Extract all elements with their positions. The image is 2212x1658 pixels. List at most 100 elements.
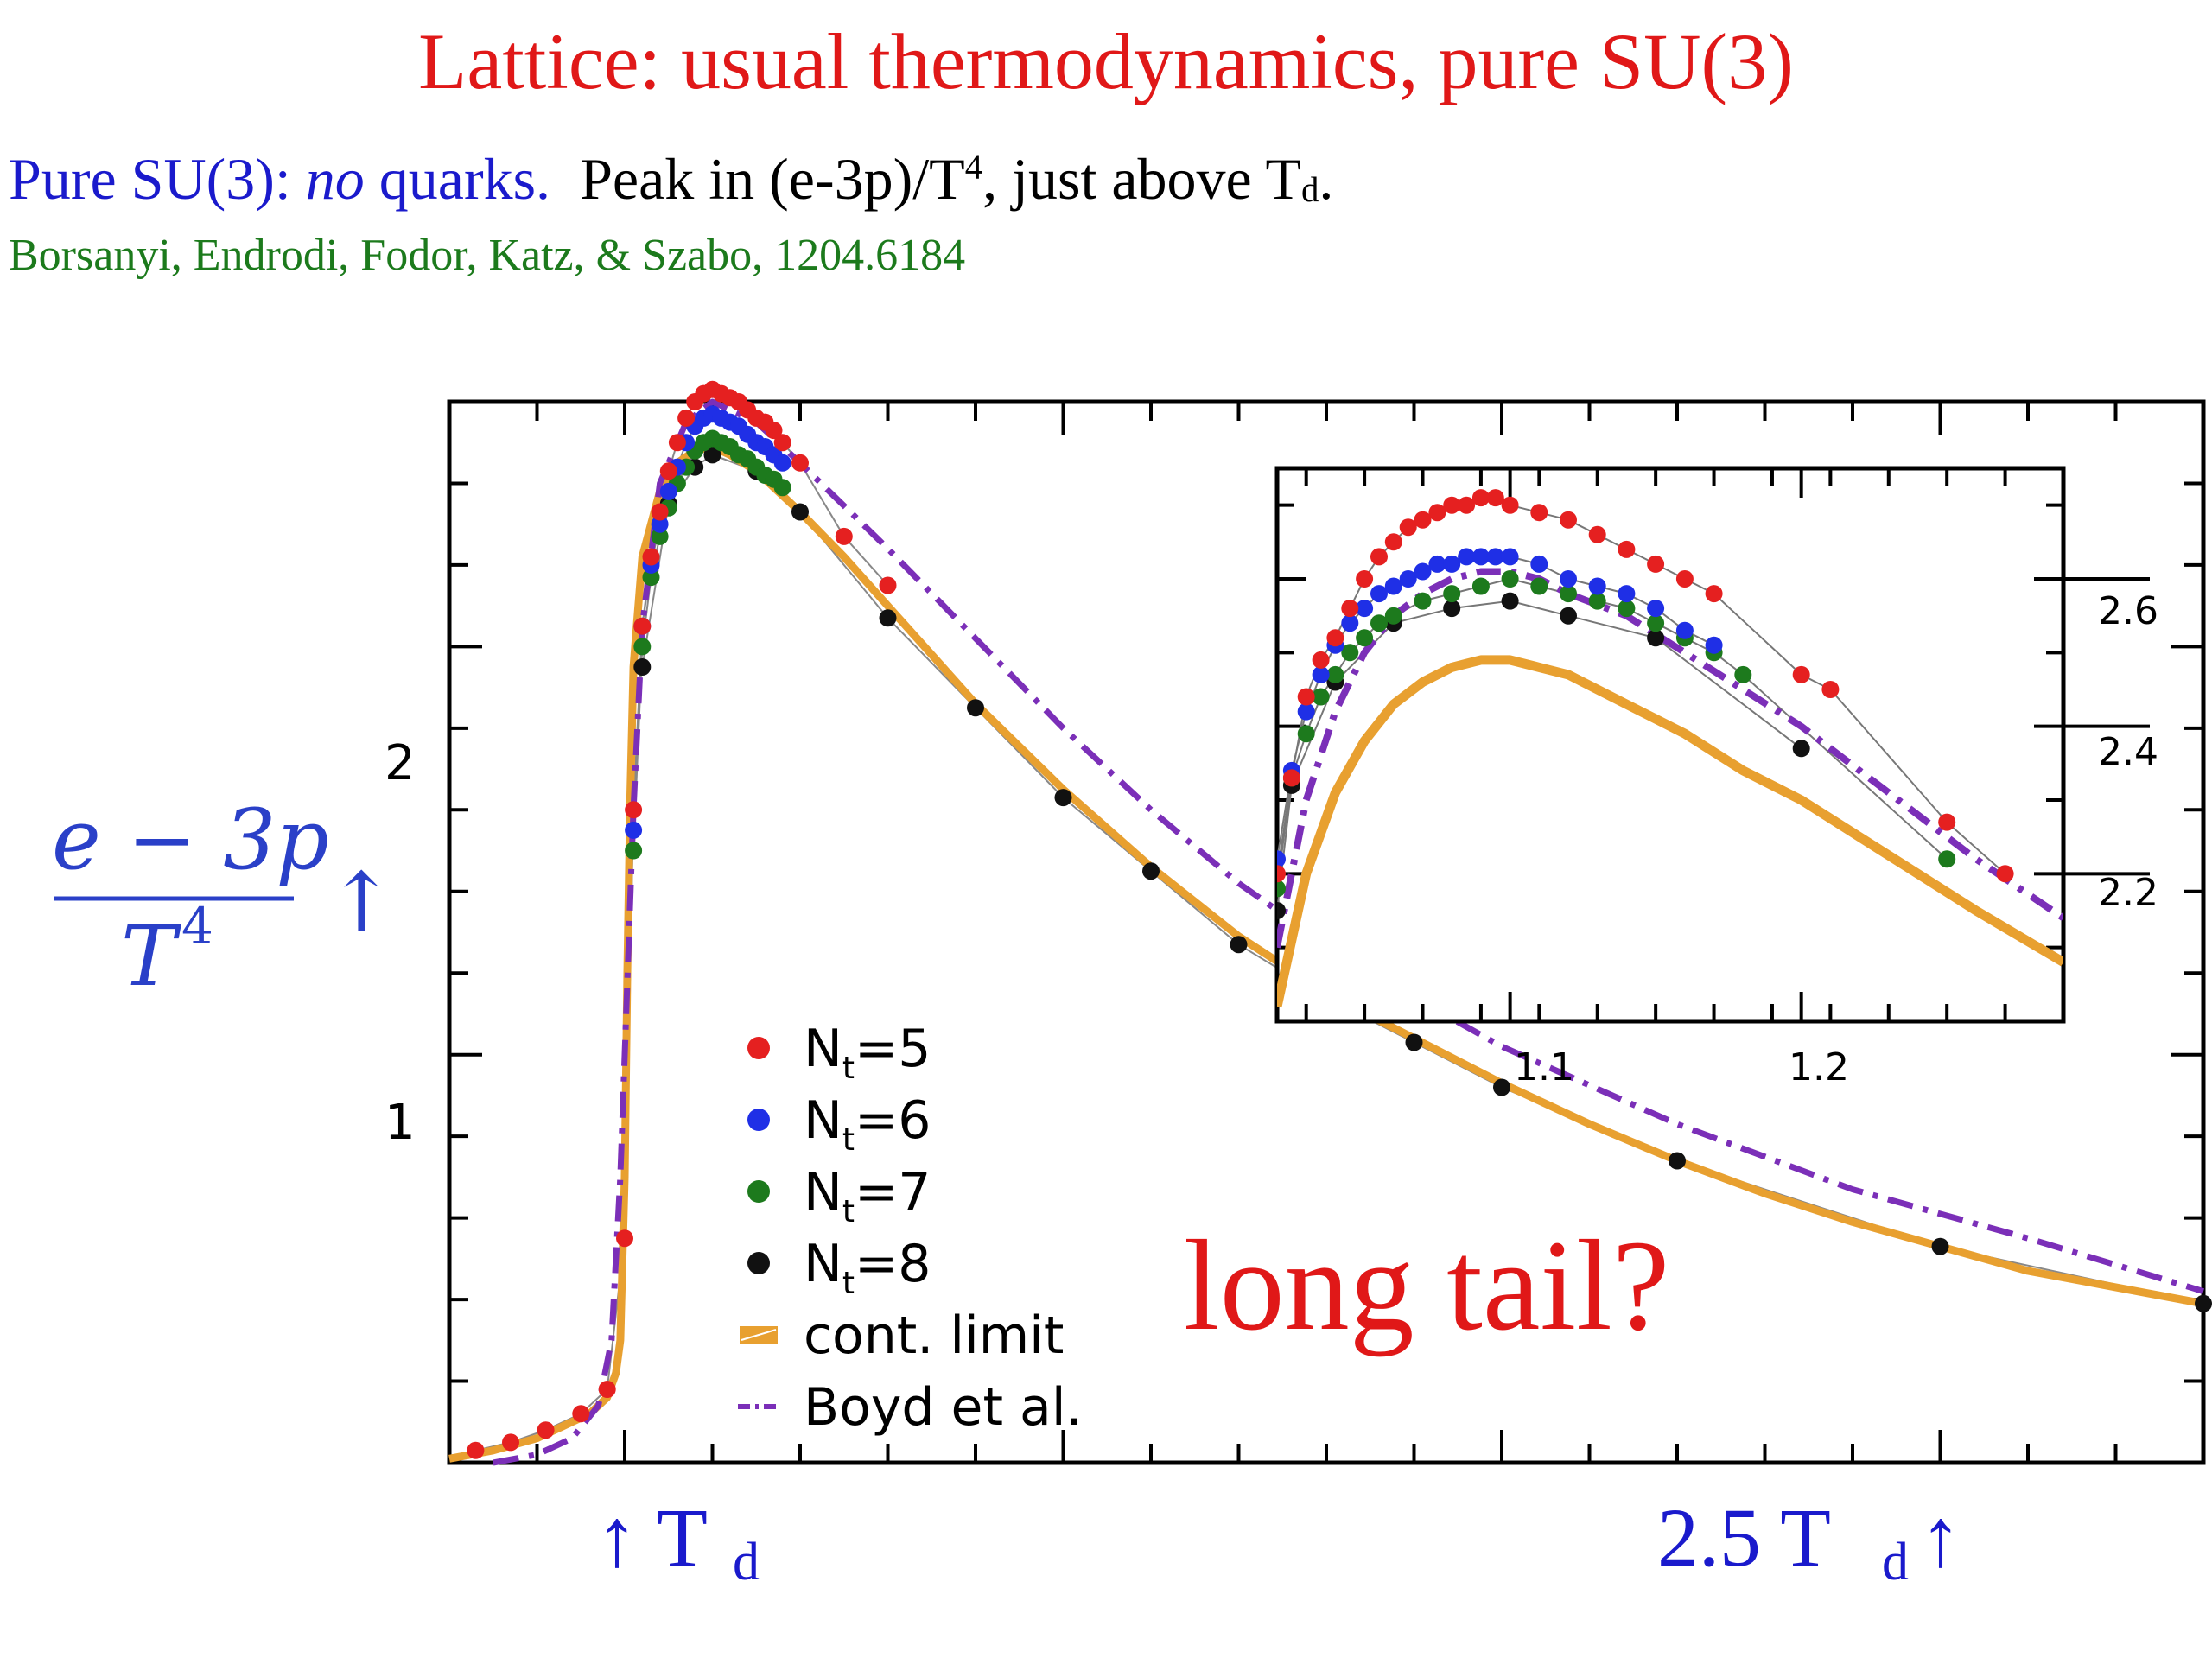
citation: Borsanyi, Endrodi, Fodor, Katz, & Szabo,…	[9, 231, 966, 280]
main-point-nt5	[668, 434, 686, 452]
inset-ytick-label-2.4: 2.4	[2098, 730, 2158, 774]
inset-point-nt8	[1277, 902, 1286, 919]
main-point-nt6	[773, 454, 791, 472]
inset-point-nt5	[1277, 865, 1286, 883]
inset-point-nt5	[1384, 533, 1402, 551]
inset-point-nt7	[1560, 585, 1577, 603]
main-point-nt5	[598, 1381, 616, 1398]
inset-point-nt8	[1560, 607, 1577, 625]
main-point-nt5	[879, 576, 897, 594]
main-point-nt8	[2195, 1294, 2212, 1312]
inset-point-nt5	[1428, 504, 1446, 522]
inset-point-nt7	[1734, 665, 1752, 683]
inset-ytick-label-2.2: 2.2	[2098, 871, 2158, 915]
subtitle-line: Pure SU(3): no quarks. Peak in (e-3p)/T4…	[9, 145, 1333, 213]
subtitle-blue-1: Pure SU(3):	[9, 146, 306, 212]
inset-point-nt6	[1312, 665, 1330, 683]
main-point-nt8	[633, 658, 652, 676]
subtitle-blue-2: quarks.	[364, 146, 551, 212]
main-point-nt5	[572, 1405, 590, 1423]
inset-series-group	[1254, 489, 2063, 1008]
td25-marker: 2.5 T d ↑	[1657, 1491, 1961, 1591]
inset-point-nt6	[1588, 577, 1606, 595]
main-point-nt6	[625, 821, 643, 839]
legend-marker-nt8	[747, 1252, 770, 1274]
main-point-nt6	[659, 482, 677, 500]
inset-point-nt6	[1384, 577, 1402, 595]
subtitle-black-1: Peak in (e-3p)/T	[580, 146, 965, 212]
inset-point-nt6	[1486, 548, 1504, 566]
main-point-nt5	[773, 434, 791, 452]
ylabel-denominator-sup: 4	[181, 897, 213, 956]
inset-point-nt5	[1647, 555, 1665, 573]
long-tail-annotation: long tail?	[1184, 1214, 1669, 1357]
inset-point-nt6	[1277, 850, 1286, 868]
legend-label-boyd: Boyd et al.	[804, 1377, 1083, 1438]
main-point-nt5	[625, 801, 643, 819]
main-point-nt8	[1405, 1033, 1423, 1051]
subtitle-black-3: .	[1319, 146, 1334, 212]
inset-point-nt5	[1618, 540, 1636, 558]
main-point-nt8	[1493, 1078, 1510, 1096]
main-point-nt8	[879, 609, 897, 627]
inset-point-nt5	[1938, 813, 1956, 831]
inset-point-nt7	[1370, 614, 1388, 632]
main-point-nt7	[651, 527, 669, 545]
legend-swatch-hatch	[741, 1329, 777, 1341]
main-point-nt5	[659, 462, 677, 480]
main-point-nt5	[502, 1433, 519, 1452]
inset-point-nt5	[1312, 651, 1330, 669]
inset-cont-limit-line	[1277, 655, 2063, 1008]
main-point-nt8	[703, 446, 721, 464]
inset-point-nt6	[1647, 600, 1665, 618]
subtitle-black-2: , just above T	[982, 146, 1302, 212]
inset-point-nt5	[1471, 489, 1490, 507]
inset-point-nt5	[1530, 504, 1548, 522]
inset-xtick-label-1.1: 1.1	[1514, 1045, 1574, 1089]
legend-label-nt6: Nt=6	[804, 1090, 931, 1158]
inset-point-nt7	[1341, 644, 1359, 662]
main-point-nt8	[1230, 936, 1248, 954]
legend-label-cont: cont. limit	[804, 1305, 1064, 1366]
inset-point-nt5	[1414, 511, 1432, 529]
main-point-nt5	[791, 454, 809, 472]
td-marker-sub: d	[733, 1533, 760, 1591]
inset-point-nt7	[1356, 629, 1374, 647]
inset-point-nt6	[1530, 555, 1548, 573]
inset-point-nt7	[1938, 850, 1956, 868]
main-point-nt8	[967, 699, 984, 717]
td-marker: ↑ T d	[596, 1491, 760, 1591]
inset-point-nt6	[1254, 983, 1271, 1001]
inset-point-nt6	[1501, 548, 1519, 566]
inset-ticks	[1277, 468, 2150, 1021]
inset-point-nt5	[1443, 496, 1461, 514]
td25-marker-arrow: ↑	[1920, 1491, 1961, 1584]
main-point-nt7	[642, 569, 660, 587]
inset-series	[1254, 489, 2063, 1008]
main-series	[448, 380, 2212, 1466]
subtitle-sup: 4	[964, 147, 983, 187]
ylabel-arrow: ↑	[327, 854, 396, 951]
inset-point-nt6	[1443, 555, 1461, 573]
inset-point-nt7	[1384, 607, 1402, 625]
inset-point-nt7	[1312, 688, 1330, 706]
inset-ytick-label-2.6: 2.6	[2098, 589, 2158, 633]
inset-point-nt5	[1326, 629, 1344, 647]
inset-point-nt7	[1471, 577, 1490, 595]
legend-marker-nt5	[747, 1037, 770, 1059]
inset-point-nt6	[1356, 600, 1374, 618]
inset-point-nt5	[1705, 585, 1723, 603]
inset-point-nt7	[1588, 592, 1606, 610]
main-point-nt5	[677, 409, 696, 427]
main-point-nt8	[1054, 789, 1072, 807]
inset-point-nt6	[1705, 636, 1723, 654]
inset-point-nt6	[1560, 570, 1577, 588]
inset-point-nt6	[1399, 570, 1417, 588]
inset-point-nt5	[1792, 665, 1810, 683]
legend-label-nt8: Nt=8	[804, 1234, 931, 1301]
inset-point-nt5	[1341, 600, 1359, 618]
inset-xtick-label-1.2: 1.2	[1789, 1045, 1849, 1089]
inset-point-nt5	[1282, 769, 1300, 787]
main-point-nt5	[537, 1421, 555, 1439]
main-point-nt6	[651, 515, 669, 533]
